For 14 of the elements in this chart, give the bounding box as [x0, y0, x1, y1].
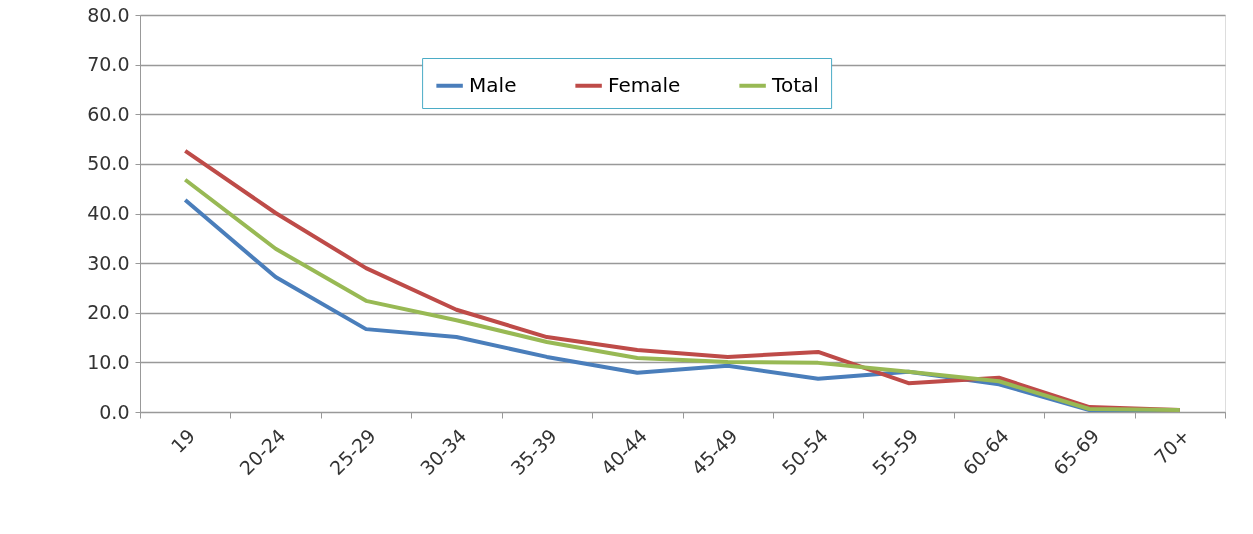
legend-label: Female — [608, 72, 681, 97]
y-tick-label: 10.0 — [87, 350, 130, 373]
y-tick-label: 40.0 — [87, 202, 130, 224]
legend-label: Male — [469, 72, 517, 97]
y-tick-label: 70.0 — [87, 53, 130, 76]
x-tick-label: 19 — [166, 424, 200, 458]
y-tick-label: 0.0 — [99, 400, 130, 423]
y-tick-label: 60.0 — [87, 102, 130, 125]
legend-label: Total — [771, 72, 819, 97]
y-tick-label: 80.0 — [87, 3, 130, 26]
y-tick-label: 50.0 — [87, 152, 130, 175]
y-tick-label: 20.0 — [87, 301, 130, 324]
x-tick-label: 70+ — [1149, 424, 1194, 469]
y-tick-label: 30.0 — [87, 251, 130, 274]
